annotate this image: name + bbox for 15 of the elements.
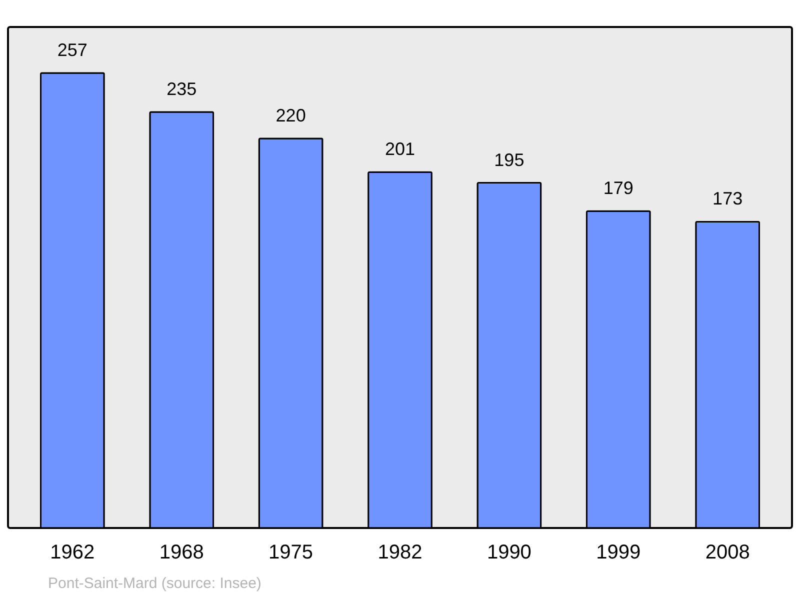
x-tick-label: 1990 bbox=[486, 542, 532, 564]
data-label: 235 bbox=[166, 78, 197, 99]
x-tick-label: 1968 bbox=[159, 542, 204, 564]
data-label: 195 bbox=[494, 150, 524, 170]
data-label: 201 bbox=[384, 139, 416, 160]
data-label: 179 bbox=[603, 178, 634, 198]
text: Pont-Saint-Mard (source: Insee) bbox=[48, 575, 262, 592]
x-tick-label: 1999 bbox=[596, 542, 641, 564]
data-label: 173 bbox=[712, 188, 743, 209]
data-label: 257 bbox=[57, 40, 88, 60]
data-label: 220 bbox=[276, 106, 306, 126]
x-tick-label: 1982 bbox=[378, 542, 422, 564]
x-tick-label: 2008 bbox=[705, 542, 750, 564]
x-tick-label: 1975 bbox=[268, 542, 314, 564]
x-tick-label: 1962 bbox=[50, 542, 95, 564]
